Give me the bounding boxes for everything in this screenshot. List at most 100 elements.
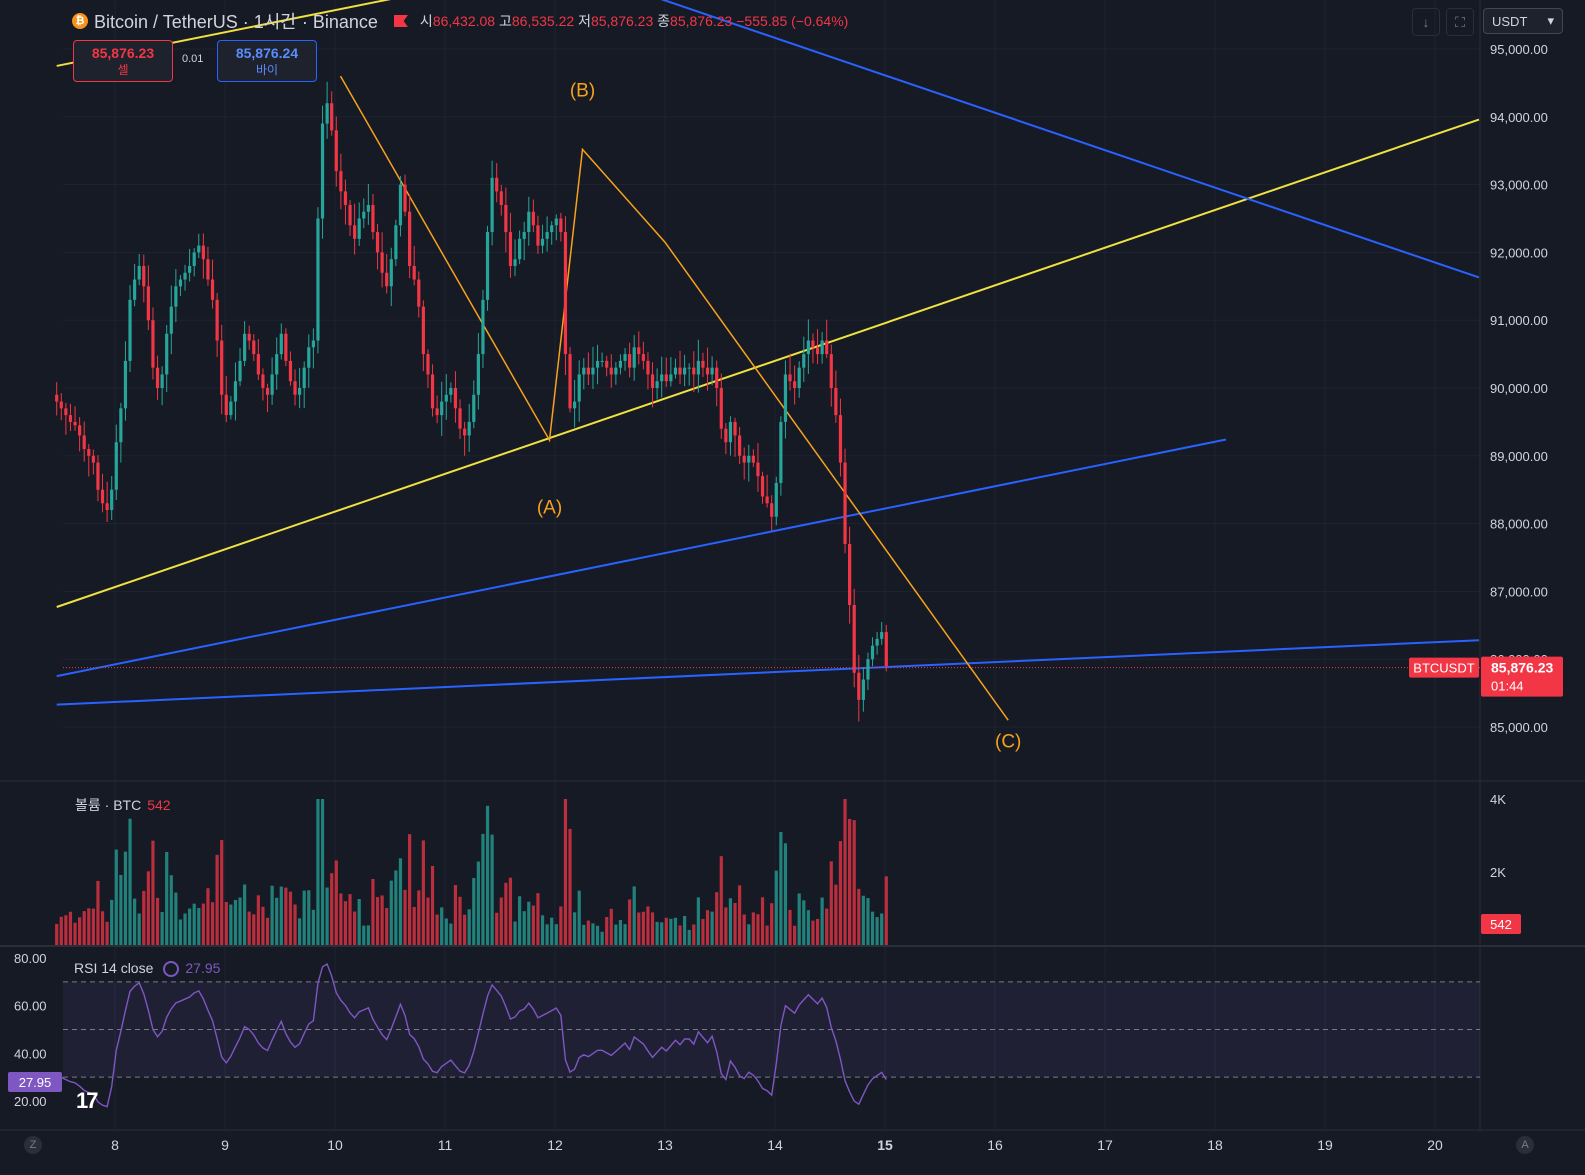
volume-bar — [275, 897, 279, 945]
volume-bar — [385, 908, 389, 945]
candle — [146, 286, 150, 321]
candle — [270, 374, 274, 395]
volume-bar — [701, 918, 705, 945]
candle — [444, 394, 448, 402]
volume-bar — [224, 901, 228, 945]
candle — [133, 279, 137, 300]
candle — [779, 421, 783, 483]
candle — [275, 354, 279, 375]
volume-bar — [151, 840, 155, 945]
volume-series — [55, 799, 888, 945]
candle — [394, 225, 398, 260]
arrow-down-icon[interactable]: ↓ — [1412, 8, 1440, 36]
volume-bar — [82, 911, 86, 945]
time-tick: 18 — [1207, 1137, 1223, 1153]
candle — [307, 347, 311, 368]
volume-bar — [316, 799, 320, 945]
volume-bar — [770, 903, 774, 945]
candle — [247, 333, 251, 341]
volume-bar — [421, 840, 425, 945]
candle — [783, 374, 788, 422]
volume-bar — [165, 851, 169, 945]
currency-select[interactable]: USDT ▾ — [1483, 8, 1563, 34]
flag-icon[interactable] — [393, 15, 408, 27]
volume-bar — [829, 861, 833, 945]
candle — [875, 638, 879, 646]
time-tick: 10 — [327, 1137, 343, 1153]
rsi-value: 27.95 — [185, 960, 221, 976]
volume-bar — [307, 890, 311, 945]
volume-bar — [687, 929, 691, 945]
volume-bar — [458, 896, 462, 945]
buy-button[interactable]: 85,876.24 바이 — [217, 40, 317, 82]
volume-bar — [724, 907, 728, 945]
volume-bar — [499, 897, 503, 945]
candle — [701, 360, 705, 368]
candle — [279, 333, 283, 355]
candle — [802, 354, 806, 368]
candle — [178, 279, 183, 287]
ohlc-readout: 시86,432.08 고86,535.22 저85,876.23 종85,876… — [419, 13, 849, 29]
candle — [119, 408, 123, 443]
fullscreen-icon[interactable]: ⛶ — [1446, 8, 1474, 36]
volume-bar — [623, 924, 627, 945]
corner-left-button[interactable]: Z — [24, 1136, 42, 1154]
sell-label: 셀 — [117, 63, 129, 77]
volume-bar — [875, 917, 879, 945]
candle — [540, 238, 545, 246]
corner-right-button[interactable]: A — [1516, 1136, 1534, 1154]
volume-bar — [128, 818, 132, 945]
volume-bar — [843, 799, 847, 945]
candle — [261, 374, 265, 388]
sell-button[interactable]: 85,876.23 셀 — [73, 40, 173, 82]
volume-bar — [371, 878, 375, 945]
candle — [628, 354, 632, 368]
volume-bar — [380, 895, 384, 945]
volume-bar — [669, 918, 673, 945]
yellow-trendline — [56, 118, 1480, 608]
volume-bar — [481, 833, 485, 945]
volume-bar — [779, 832, 783, 945]
candle — [458, 408, 462, 429]
wave-label: (B) — [570, 80, 595, 101]
blue-trendline-upper — [660, 0, 1480, 279]
volume-bar — [797, 893, 801, 945]
volume-bar — [783, 843, 788, 945]
candle — [389, 259, 393, 287]
candle — [160, 374, 164, 388]
candle — [165, 333, 169, 375]
volume-bar — [664, 917, 668, 945]
chart-header: ₿ Bitcoin / TetherUS · 1시간 · Binance 시86… — [72, 8, 848, 34]
volume-bar — [728, 898, 733, 945]
volume-bar — [820, 897, 824, 945]
volume-badge-bg — [1481, 914, 1521, 934]
volume-bar — [857, 888, 861, 945]
volume-bar — [440, 907, 444, 945]
candle — [325, 103, 329, 124]
candle — [692, 367, 696, 375]
candle — [554, 218, 558, 226]
candle — [793, 381, 797, 388]
candle — [884, 632, 888, 666]
symbol-title[interactable]: Bitcoin / TetherUS · 1시간 · Binance — [94, 12, 378, 32]
volume-bar — [595, 925, 600, 945]
candle — [760, 476, 765, 497]
time-tick: 11 — [438, 1137, 453, 1153]
volume-bar — [545, 924, 549, 945]
volume-bar — [183, 913, 187, 945]
candle — [256, 354, 260, 375]
volume-bar — [192, 903, 196, 945]
volume-bar — [87, 908, 91, 945]
volume-bar — [348, 894, 352, 945]
volume-bar — [793, 925, 797, 945]
volume-bar — [105, 921, 109, 945]
volume-bar — [91, 908, 95, 945]
price-tick: 88,000.00 — [1490, 517, 1548, 532]
volume-label: 볼륨 · BTC — [75, 797, 142, 813]
candle — [142, 265, 146, 287]
volume-bar — [815, 918, 820, 945]
candle — [678, 367, 682, 375]
volume-bar — [637, 912, 641, 945]
blue-trendline-mid — [56, 438, 1227, 678]
